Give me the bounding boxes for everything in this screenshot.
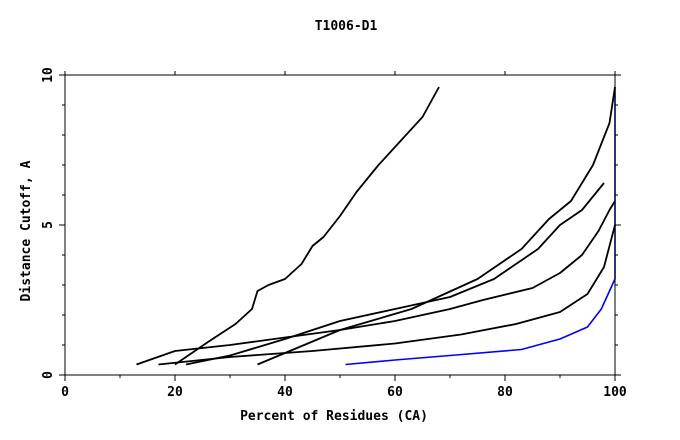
- x-tick-label: 0: [61, 385, 69, 400]
- series-line-2: [136, 200, 616, 366]
- axes-layer: 0 20 40 60 80 100 0 5 10: [41, 67, 627, 400]
- x-tick-label: 80: [497, 385, 513, 400]
- y-tick-label: 0: [41, 371, 56, 379]
- x-tick-label: 100: [603, 385, 627, 400]
- series-line-6: [257, 86, 616, 366]
- series-line-3: [158, 224, 616, 366]
- series-line-4: [185, 182, 605, 366]
- y-tick-label: 10: [41, 67, 56, 83]
- x-tick-label: 20: [167, 385, 183, 400]
- chart-title: T1006-D1: [315, 19, 378, 34]
- y-axis-label: Distance Cutoff, A: [19, 160, 34, 301]
- y-tick-label: 5: [41, 221, 56, 229]
- series-line-5: [174, 86, 440, 366]
- x-tick-label: 60: [387, 385, 403, 400]
- x-tick-label: 40: [277, 385, 293, 400]
- x-axis-label: Percent of Residues (CA): [240, 409, 428, 424]
